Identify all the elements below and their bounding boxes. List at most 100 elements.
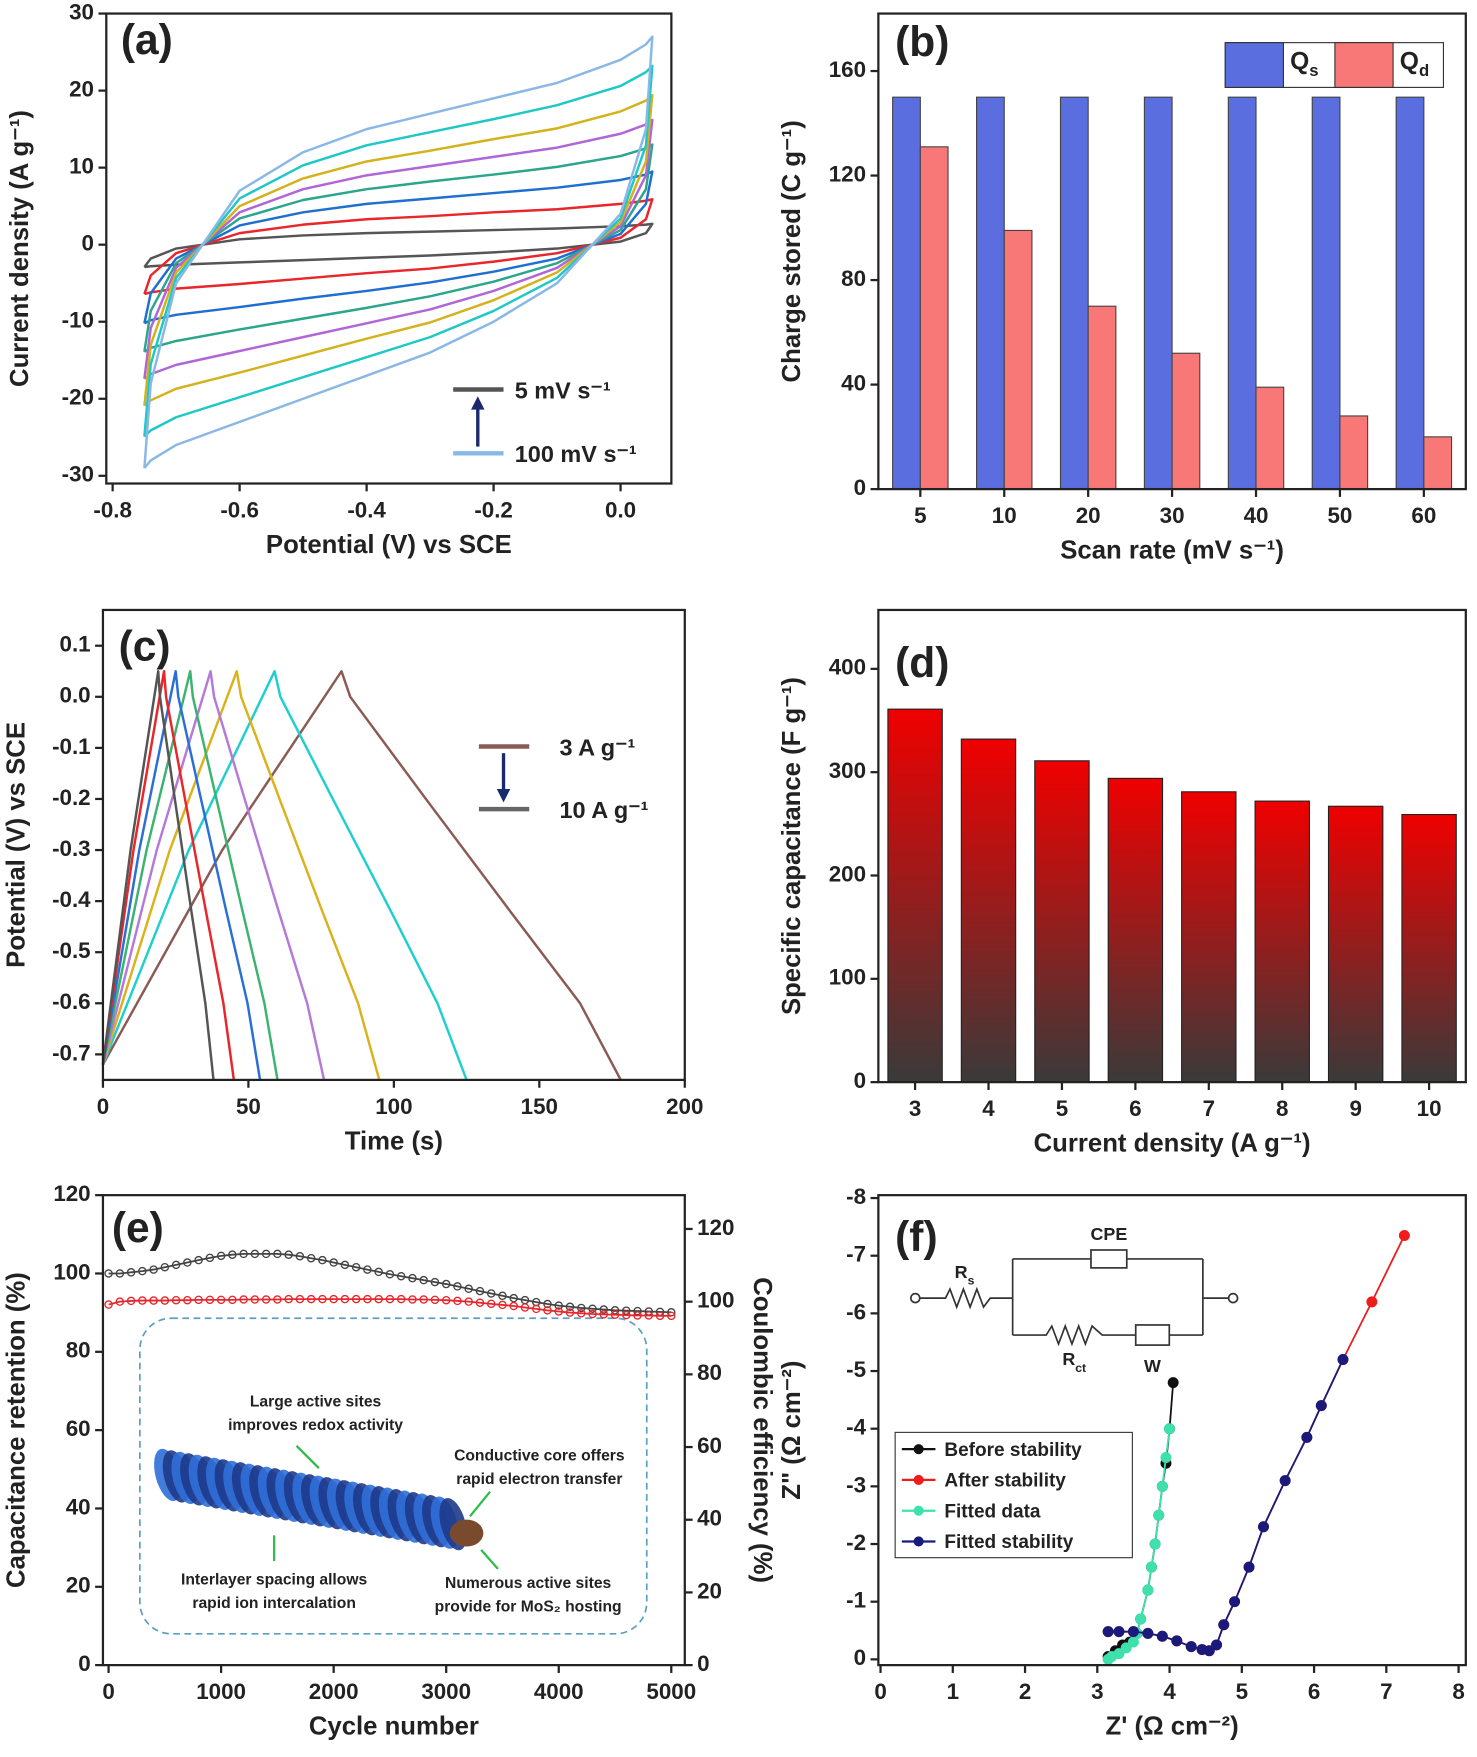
- data-point: [453, 1296, 462, 1306]
- data-point: [655, 1311, 665, 1321]
- y-tick-label: 120: [53, 1181, 90, 1206]
- x-tick-label: 5: [914, 503, 926, 528]
- circuit-label: CPE: [1090, 1224, 1127, 1244]
- x-tick-label: -0.8: [93, 497, 132, 522]
- circuit-label: W: [1144, 1356, 1161, 1376]
- y-tick-label: -0.3: [52, 836, 91, 861]
- x-tick-label: 50: [236, 1094, 261, 1119]
- panel-label: (b): [895, 19, 949, 66]
- data-point: [115, 1297, 125, 1306]
- x-tick-label: 150: [521, 1094, 558, 1119]
- data-point: [554, 1307, 563, 1316]
- y-tick-label: -0.4: [52, 887, 91, 912]
- x-tick-label: 3: [909, 1096, 921, 1121]
- data-point: [1279, 1475, 1291, 1487]
- panel-label: (e): [112, 1205, 164, 1252]
- bar: [1339, 415, 1369, 490]
- x-tick-label: 8: [1276, 1096, 1288, 1121]
- y-tick-label: 80: [841, 266, 866, 291]
- y-tick-label: 60: [66, 1416, 91, 1441]
- inset-label: rapid ion intercalation: [192, 1595, 356, 1612]
- y2-tick-label: 60: [697, 1433, 722, 1458]
- data-point: [138, 1296, 147, 1305]
- data-point: [1156, 1480, 1168, 1492]
- circuit-wire: [919, 1258, 1229, 1347]
- data-point: [1337, 1354, 1349, 1365]
- inset-label: Conductive core offers: [454, 1447, 625, 1464]
- x-tick-label: 30: [1160, 503, 1185, 528]
- data-point: [374, 1294, 383, 1304]
- annotation-label: 5 mV s⁻¹: [515, 377, 611, 403]
- annotation-arrowhead: [496, 788, 511, 803]
- data-point: [1135, 1613, 1147, 1625]
- data-point: [1142, 1584, 1154, 1596]
- y-tick-label: 160: [829, 57, 866, 82]
- series-line: [143, 197, 654, 296]
- data-point: [306, 1253, 316, 1263]
- y-tick-label: -3: [846, 1472, 866, 1497]
- data-point: [441, 1295, 451, 1305]
- x-axis-label: Cycle number: [309, 1712, 479, 1740]
- data-point: [1229, 1596, 1241, 1608]
- data-point: [1142, 1627, 1154, 1639]
- x-tick-label: 0.0: [605, 497, 636, 522]
- y-tick-label: -7: [846, 1242, 866, 1267]
- subscript: s: [968, 1274, 975, 1288]
- data-point: [509, 1301, 518, 1311]
- series-line: [101, 670, 236, 1081]
- panel-label: (a): [121, 17, 173, 64]
- plot-frame: [877, 608, 1467, 1084]
- data-point: [295, 1252, 305, 1261]
- y-tick-label: 30: [69, 0, 94, 24]
- data-point: [1167, 1377, 1179, 1389]
- data-point: [1113, 1626, 1125, 1638]
- y-tick-label: 0: [854, 1068, 866, 1093]
- data-point: [1146, 1561, 1157, 1573]
- bar: [1059, 96, 1089, 490]
- data-point: [171, 1295, 181, 1305]
- y2-tick-label: 120: [697, 1215, 734, 1240]
- y2-tick-label: 0: [697, 1651, 709, 1676]
- series-line: [143, 143, 654, 353]
- inset-arrow: [480, 1549, 499, 1570]
- y-tick-label: 20: [66, 1573, 91, 1598]
- data-point: [1243, 1561, 1255, 1573]
- panel-label: (d): [895, 640, 949, 687]
- legend-marker: [913, 1444, 924, 1455]
- x-tick-label: 1000: [196, 1679, 246, 1704]
- x-axis-label: Time (s): [345, 1127, 443, 1155]
- data-point: [1120, 1642, 1132, 1654]
- data-point: [273, 1295, 282, 1304]
- x-axis-label: Z' (Ω cm⁻²): [1105, 1712, 1238, 1740]
- y-tick-label: 10: [69, 154, 94, 179]
- x-tick-label: 4: [1163, 1679, 1176, 1704]
- data-point: [340, 1260, 350, 1270]
- data-point: [430, 1295, 440, 1305]
- data-point: [261, 1249, 271, 1259]
- circuit-terminal: [1227, 1292, 1239, 1304]
- data-point: [408, 1273, 417, 1283]
- data-point: [1164, 1423, 1176, 1435]
- x-tick-label: 10: [992, 503, 1017, 528]
- bar: [1003, 229, 1033, 490]
- data-point: [520, 1303, 530, 1312]
- x-axis-label: Current density (A g⁻¹): [1034, 1130, 1311, 1158]
- series-line: [101, 670, 468, 1081]
- y2-tick-label: 100: [697, 1288, 734, 1313]
- series-line: [143, 35, 654, 469]
- bar: [1255, 386, 1285, 490]
- y-tick-label: -5: [846, 1357, 866, 1382]
- data-point: [1153, 1509, 1165, 1521]
- y-axis-label: Charge stored (C g⁻¹): [778, 120, 806, 382]
- bar: [1401, 813, 1457, 1083]
- circuit-cpe: [1090, 1249, 1128, 1269]
- data-point: [509, 1293, 518, 1303]
- data-point: [486, 1289, 496, 1298]
- bar: [1181, 791, 1237, 1083]
- legend-label: Fitted data: [944, 1501, 1041, 1522]
- y-tick-label: 20: [69, 77, 94, 102]
- y-tick-label: -0.2: [52, 785, 91, 810]
- y-tick-label: -20: [62, 385, 94, 410]
- bar: [1171, 352, 1201, 490]
- y-tick-label: 40: [841, 370, 866, 395]
